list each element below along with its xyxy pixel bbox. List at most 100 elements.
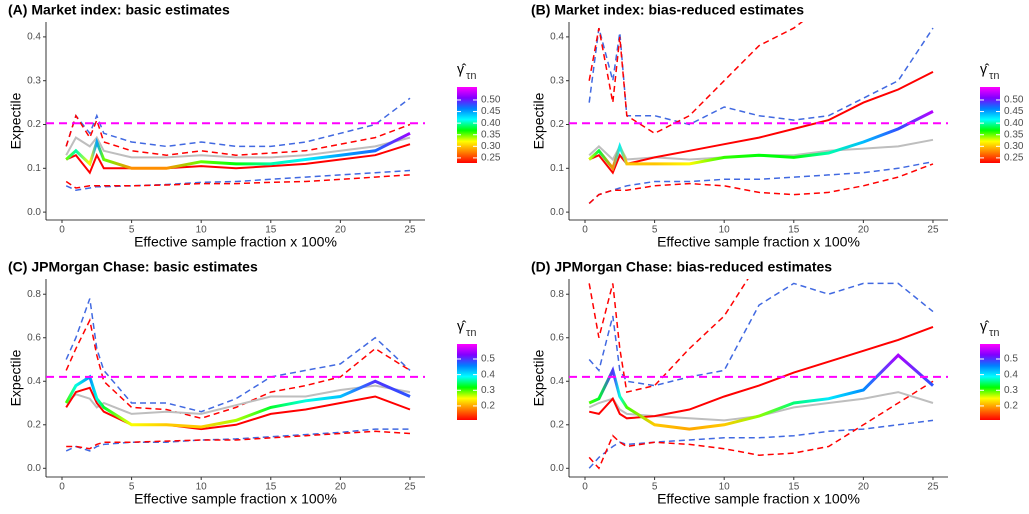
x-tick-label: 10 [719,482,731,493]
colorbar-tick-label: 0.30 [1004,141,1024,152]
y-tick-label: 0.8 [27,289,41,300]
y-tick-label: 0.4 [27,376,41,387]
y-tick-label: 0.3 [27,75,41,86]
colorbar-tick-label: 0.2 [481,401,495,412]
confidence-line [588,279,749,394]
x-tick-label: 5 [129,482,135,493]
y-tick-label: 0.3 [550,75,564,86]
x-tick-label: 15 [788,225,800,236]
y-tick-label: 0.0 [550,463,564,474]
x-tick-label: 10 [196,225,208,236]
y-tick-label: 0.2 [550,419,564,430]
panel-title: (C) JPMorgan Chase: basic estimates [8,259,258,275]
plot-area [569,279,948,470]
x-tick-label: 20 [858,225,870,236]
gamma-colored-line [65,131,411,170]
confidence-line [65,174,411,189]
y-tick-label: 0.1 [550,163,564,174]
panel: (D) JPMorgan Chase: bias-reduced estimat… [531,259,1019,507]
gamma-colored-line [588,110,934,172]
confidence-line [588,380,934,470]
colorbar-title-sub: τn [466,70,476,82]
colorbar-title: γ̂ [980,318,990,334]
y-tick-label: 0.0 [27,207,41,218]
estimate-line [65,135,411,159]
colorbar-tick-label: 0.3 [481,385,495,396]
y-axis-label: Expectile [8,349,24,406]
y-axis-label: Expectile [531,92,547,149]
confidence-line [588,163,934,204]
x-tick-label: 15 [265,482,277,493]
confidence-line [588,160,934,204]
confidence-line [66,430,411,450]
confidence-line [588,27,934,126]
plot-area [46,298,425,452]
estimate-line [588,325,934,420]
confidence-line [65,317,411,420]
x-tick-label: 20 [335,225,347,236]
x-tick-label: 15 [265,225,277,236]
confidence-line [65,113,411,156]
colorbar-title-sub: τn [466,327,476,339]
colorbar-tick-label: 0.5 [1004,354,1018,365]
colorbar-tick-label: 0.35 [481,129,501,140]
y-tick-label: 0.4 [550,376,564,387]
y-tick-label: 0.4 [27,32,41,43]
confidence-line [65,428,410,452]
y-tick-label: 0.6 [27,332,41,343]
colorbar-tick-label: 0.25 [481,153,501,164]
x-tick-label: 25 [404,482,416,493]
gamma-colored-line [64,374,411,429]
x-tick-label: 20 [858,482,870,493]
estimate-line [65,384,411,415]
x-tick-label: 10 [719,225,731,236]
confidence-line [588,282,934,387]
gamma-colored-line [588,353,934,431]
y-tick-label: 0.2 [27,119,41,130]
plot-area [46,97,425,191]
y-tick-label: 0.2 [27,419,41,430]
x-tick-label: 10 [196,482,208,493]
x-tick-label: 5 [652,225,658,236]
plot-area [569,22,948,204]
panel-title: (B) Market index: bias-reduced estimates [531,2,804,18]
colorbar [980,87,1000,163]
x-tick-label: 25 [927,225,939,236]
x-tick-label: 0 [582,225,588,236]
colorbar-title-sub: τn [989,327,999,339]
colorbar [457,87,477,163]
y-tick-label: 0.0 [27,463,41,474]
y-tick-label: 0.2 [550,119,564,130]
x-tick-label: 25 [927,482,939,493]
confidence-line [588,419,934,469]
y-tick-label: 0.8 [550,289,564,300]
colorbar-tick-label: 0.4 [1004,369,1018,380]
colorbar-tick-label: 0.45 [481,106,501,117]
x-tick-label: 5 [129,225,135,236]
colorbar-title: γ̂ [980,61,990,77]
colorbar-tick-label: 0.40 [1004,118,1024,129]
panel: (B) Market index: bias-reduced estimates… [531,2,1024,250]
colorbar-title: γ̂ [457,318,467,334]
x-tick-label: 0 [582,482,588,493]
colorbar-tick-label: 0.5 [481,354,495,365]
y-axis-label: Expectile [531,349,547,406]
y-tick-label: 0.6 [550,332,564,343]
colorbar [457,344,477,420]
colorbar-tick-label: 0.25 [1004,153,1024,164]
x-tick-label: 5 [652,482,658,493]
x-axis-label: Effective sample fraction x 100% [657,234,860,250]
estimate-line [65,143,411,175]
confidence-line [65,169,411,191]
x-tick-label: 25 [404,225,416,236]
colorbar-tick-label: 0.4 [481,369,495,380]
colorbar-tick-label: 0.40 [481,118,501,129]
colorbar-title: γ̂ [457,61,467,77]
confidence-line [588,22,804,135]
y-tick-label: 0.0 [550,207,564,218]
colorbar-tick-label: 0.30 [481,141,501,152]
colorbar-tick-label: 0.2 [1004,401,1018,412]
x-axis-label: Effective sample fraction x 100% [134,234,337,250]
x-tick-label: 0 [59,482,65,493]
colorbar-tick-label: 0.3 [1004,385,1018,396]
